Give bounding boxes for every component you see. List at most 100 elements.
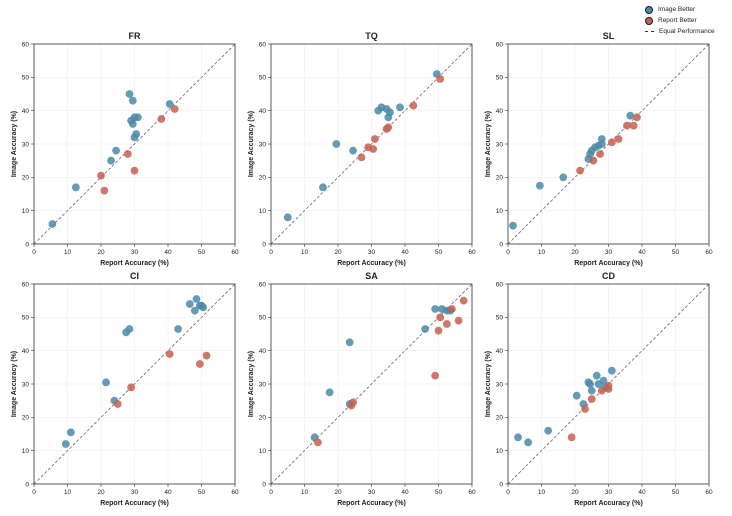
point-image-better xyxy=(592,371,601,380)
y-tick-label: 50 xyxy=(22,75,30,82)
point-report-better xyxy=(370,135,379,143)
y-tick-label: 60 xyxy=(496,281,504,288)
point-image-better xyxy=(587,386,596,395)
point-report-better xyxy=(607,138,616,147)
y-tick-label: 30 xyxy=(496,141,504,148)
point-report-better xyxy=(123,150,132,158)
chart-title-tq: TQ xyxy=(365,31,378,41)
point-image-better xyxy=(199,303,208,312)
y-tick-label: 10 xyxy=(259,208,267,215)
x-tick-label: 20 xyxy=(334,249,342,256)
y-tick-label: 0 xyxy=(25,241,29,248)
x-tick-label: 10 xyxy=(538,489,546,496)
x-axis-label: Report Accuracy (%) xyxy=(337,260,406,267)
x-tick-label: 40 xyxy=(638,489,646,496)
x-tick-label: 50 xyxy=(198,489,206,496)
point-report-better xyxy=(165,350,174,358)
y-tick-label: 50 xyxy=(259,75,267,82)
x-tick-label: 20 xyxy=(97,249,105,256)
x-tick-label: 60 xyxy=(705,489,713,496)
y-tick-label: 40 xyxy=(496,348,504,355)
point-image-better xyxy=(190,306,199,315)
point-image-better xyxy=(128,120,137,128)
point-report-better xyxy=(130,166,139,175)
point-report-better xyxy=(436,75,445,83)
y-tick-label: 60 xyxy=(22,281,30,288)
x-tick-label: 30 xyxy=(605,249,613,256)
legend-label-image-better: Image Better xyxy=(658,6,696,13)
x-tick-label: 10 xyxy=(301,249,309,256)
legend-label-report-better: Report Better xyxy=(658,17,697,24)
x-tick-label: 0 xyxy=(32,249,36,256)
legend-label-equal: Equal Performance xyxy=(659,28,715,35)
x-tick-label: 20 xyxy=(571,249,579,256)
x-tick-label: 50 xyxy=(435,489,443,496)
y-tick-label: 10 xyxy=(22,208,30,215)
y-tick-label: 60 xyxy=(22,41,30,48)
y-tick-label: 10 xyxy=(496,208,504,215)
y-tick-label: 50 xyxy=(259,315,267,322)
x-tick-label: 40 xyxy=(401,489,409,496)
y-axis-label: Image Accuracy (%) xyxy=(485,351,492,417)
point-report-better xyxy=(596,150,605,158)
y-tick-label: 40 xyxy=(22,108,30,115)
point-report-better xyxy=(623,121,631,130)
point-report-better xyxy=(448,305,456,313)
point-report-better xyxy=(434,326,443,335)
point-image-better xyxy=(345,338,354,347)
x-tick-label: 50 xyxy=(672,249,680,256)
y-tick-label: 10 xyxy=(496,448,504,455)
point-image-better xyxy=(535,181,544,190)
point-image-better xyxy=(71,183,80,192)
point-image-better xyxy=(559,173,568,182)
point-report-better xyxy=(431,371,440,380)
point-image-better xyxy=(514,433,522,442)
y-axis-label: Image Accuracy (%) xyxy=(248,111,255,177)
y-tick-label: 30 xyxy=(22,381,30,388)
x-axis-label: Report Accuracy (%) xyxy=(574,500,643,507)
y-axis-label: Image Accuracy (%) xyxy=(248,351,255,417)
x-tick-label: 60 xyxy=(468,489,476,496)
point-report-better xyxy=(409,101,418,110)
y-tick-label: 30 xyxy=(259,381,267,388)
equal-performance-line xyxy=(33,283,236,485)
x-tick-label: 60 xyxy=(468,249,476,256)
y-tick-label: 0 xyxy=(499,481,503,488)
chart-title-fr: FR xyxy=(129,31,141,41)
y-tick-label: 20 xyxy=(496,175,504,182)
x-tick-label: 20 xyxy=(334,489,342,496)
point-report-better xyxy=(587,395,596,403)
x-axis-label: Report Accuracy (%) xyxy=(100,260,169,267)
legend: Image Better Report Better Equal Perform… xyxy=(643,4,729,38)
y-tick-label: 50 xyxy=(496,315,504,322)
x-tick-label: 30 xyxy=(131,489,139,496)
point-image-better xyxy=(48,220,57,228)
point-image-better xyxy=(192,295,201,303)
x-tick-label: 0 xyxy=(32,489,36,496)
point-report-better xyxy=(589,156,598,165)
point-image-better xyxy=(626,111,635,120)
x-tick-label: 40 xyxy=(164,489,172,496)
point-report-better xyxy=(436,313,445,322)
x-tick-label: 30 xyxy=(605,489,613,496)
y-tick-label: 60 xyxy=(496,41,504,48)
point-image-better xyxy=(349,146,357,155)
chart-title-ci: CI xyxy=(130,271,139,281)
point-image-better xyxy=(586,380,594,388)
chart-title-sa: SA xyxy=(365,271,378,281)
y-axis-label: Image Accuracy (%) xyxy=(11,351,18,417)
chart-title-sl: SL xyxy=(603,31,615,41)
point-image-better xyxy=(524,438,532,447)
point-image-better xyxy=(421,325,429,333)
x-tick-label: 20 xyxy=(571,489,579,496)
point-image-better xyxy=(102,378,110,387)
point-report-better xyxy=(454,316,463,325)
equal-performance-line xyxy=(33,43,236,245)
point-report-better xyxy=(100,186,109,195)
point-report-better xyxy=(369,145,378,153)
point-image-better xyxy=(125,325,134,333)
y-tick-label: 10 xyxy=(22,448,30,455)
point-report-better xyxy=(357,153,366,162)
y-axis-label: Image Accuracy (%) xyxy=(11,111,18,177)
x-tick-label: 60 xyxy=(231,489,239,496)
